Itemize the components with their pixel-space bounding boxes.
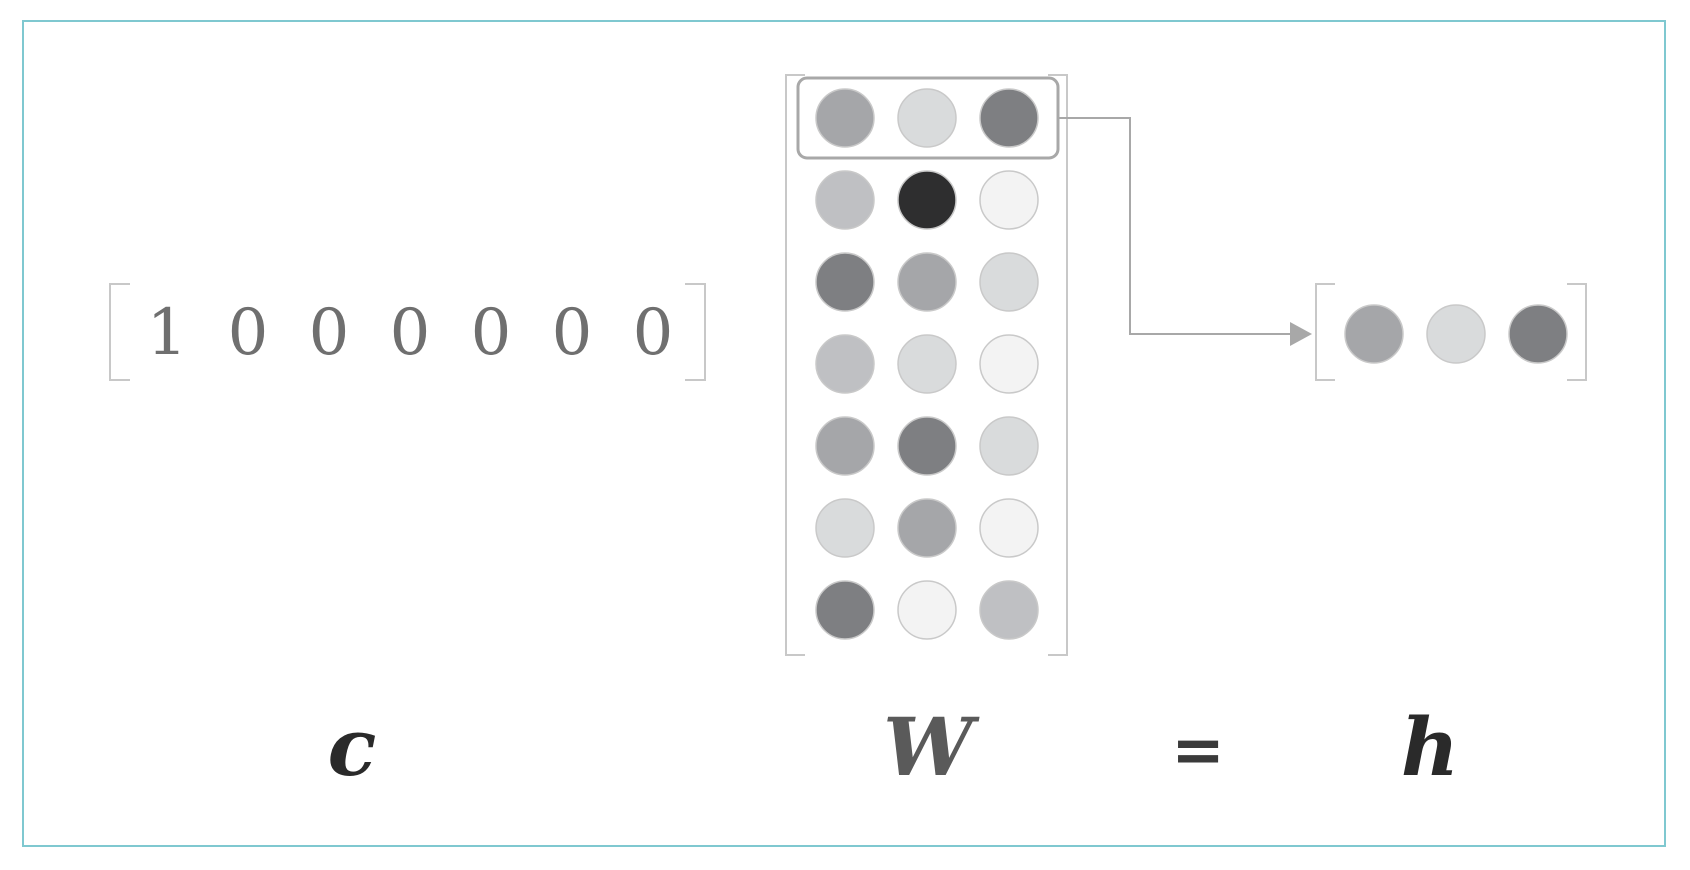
- vector-h-cell-1: [1344, 304, 1404, 364]
- diagram-frame: [22, 20, 1666, 847]
- matrix-cell-r2-c2: [897, 170, 957, 230]
- matrix-cell-r3-c3: [979, 252, 1039, 312]
- matrix-cell-r5-c1: [815, 416, 875, 476]
- matrix-cell-r4-c3: [979, 334, 1039, 394]
- vector-c-value: 1: [147, 296, 188, 370]
- matrix-cell-r2-c3: [979, 170, 1039, 230]
- vector-c-value: 0: [552, 296, 593, 370]
- vector-h-left-bracket: [1315, 283, 1335, 381]
- vector-h-cell-2: [1426, 304, 1486, 364]
- matrix-cell-r6-c2: [897, 498, 957, 558]
- matrix-cell-r6-c3: [979, 498, 1039, 558]
- matrix-w-left-bracket: [785, 74, 805, 656]
- matrix-cell-r7-c2: [897, 580, 957, 640]
- vector-c-value: 0: [633, 296, 674, 370]
- row-selection-arrow: [1058, 117, 1312, 346]
- matrix-cell-r6-c1: [815, 498, 875, 558]
- equals-sign: =: [1171, 714, 1225, 788]
- vector-c-value: 0: [228, 296, 269, 370]
- label-w: W: [883, 700, 980, 794]
- matrix-cell-r7-c3: [979, 580, 1039, 640]
- vector-c-right-bracket: [685, 283, 706, 381]
- matrix-cell-r4-c1: [815, 334, 875, 394]
- vector-c-value: 0: [390, 296, 431, 370]
- label-c: c: [328, 700, 377, 794]
- matrix-cell-r1-c2: [897, 88, 957, 148]
- matrix-cell-r4-c2: [897, 334, 957, 394]
- arrow-head-icon: [1290, 322, 1312, 346]
- vector-c-left-bracket: [109, 283, 130, 381]
- vector-h-cell-3: [1508, 304, 1568, 364]
- vector-h-right-bracket: [1567, 283, 1587, 381]
- matrix-cell-r5-c2: [897, 416, 957, 476]
- weight-matrix: [785, 74, 1068, 656]
- matrix-w-right-bracket: [1048, 74, 1068, 656]
- arrow-line: [1058, 117, 1290, 335]
- matrix-cell-r1-c1: [815, 88, 875, 148]
- matrix-cell-r7-c1: [815, 580, 875, 640]
- matrix-cell-r3-c2: [897, 252, 957, 312]
- matrix-cell-r2-c1: [815, 170, 875, 230]
- matrix-cell-r5-c3: [979, 416, 1039, 476]
- hidden-vector: [1315, 283, 1587, 381]
- label-h: h: [1401, 700, 1459, 794]
- matrix-cell-r3-c1: [815, 252, 875, 312]
- vector-c-value: 0: [471, 296, 512, 370]
- matrix-cell-r1-c3: [979, 88, 1039, 148]
- vector-c-value: 0: [309, 296, 350, 370]
